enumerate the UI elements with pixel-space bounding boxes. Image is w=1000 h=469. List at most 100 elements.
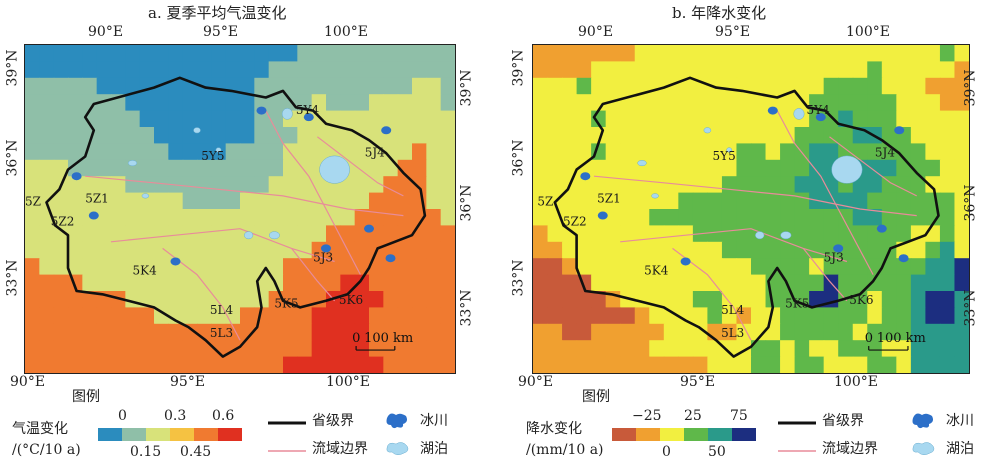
raster-cell — [765, 159, 781, 177]
raster-cell — [721, 307, 738, 325]
raster-cell — [925, 61, 941, 79]
raster-cell — [211, 241, 227, 259]
raster-cell — [412, 61, 427, 79]
raster-cell — [168, 356, 184, 373]
raster-cell — [823, 110, 839, 128]
raster-cell — [311, 356, 327, 373]
raster-cell — [139, 159, 155, 177]
raster-cell — [692, 241, 708, 259]
raster-cell — [383, 192, 399, 210]
raster-cell — [896, 77, 912, 95]
raster-cell — [154, 192, 169, 210]
raster-cell — [68, 340, 83, 358]
raster-cell — [925, 45, 941, 62]
raster-cell — [649, 143, 665, 161]
raster-cell — [297, 192, 313, 210]
raster-cell — [369, 77, 384, 95]
raster-cell — [910, 356, 926, 373]
raster-cell — [649, 307, 665, 325]
raster-cell — [867, 209, 883, 226]
raster-cell — [354, 110, 370, 128]
raster-cell — [96, 127, 112, 144]
raster-cell — [354, 323, 370, 341]
basin-boundary — [776, 110, 874, 275]
legend-a-tick-015: 0.15 — [130, 444, 162, 460]
raster-cell — [440, 77, 455, 95]
raster-cell — [736, 143, 752, 161]
raster-cell — [383, 307, 399, 325]
raster-cell — [721, 356, 738, 373]
raster-cell — [867, 94, 883, 112]
basin-boundary — [802, 248, 848, 302]
raster-cell — [111, 61, 126, 79]
raster-cell — [369, 176, 384, 194]
raster-cell — [311, 77, 327, 95]
raster-cell — [68, 241, 83, 259]
raster-cell — [39, 225, 55, 243]
raster-cell — [297, 209, 313, 226]
raster-cell — [896, 110, 912, 128]
glacier — [88, 211, 99, 220]
raster-cell — [925, 340, 941, 358]
raster-cell — [39, 258, 55, 276]
panel-b-lon-top-95: 95°E — [715, 24, 751, 40]
raster-cell — [809, 225, 825, 243]
raster-cell — [283, 159, 298, 177]
raster-cell — [340, 143, 356, 161]
raster-cell — [649, 176, 665, 194]
raster-cell — [311, 323, 327, 341]
raster-cell — [939, 94, 956, 112]
raster-cell — [663, 143, 679, 161]
raster-cell — [751, 176, 767, 194]
raster-cell — [82, 176, 98, 194]
raster-cell — [240, 176, 255, 194]
raster-cell — [794, 176, 810, 194]
raster-cell — [707, 307, 723, 325]
raster-cell — [692, 340, 708, 358]
raster-cell — [53, 291, 69, 308]
raster-cell — [634, 274, 650, 292]
raster-cell — [412, 356, 427, 373]
raster-cell — [692, 291, 708, 308]
raster-cell — [68, 143, 83, 161]
raster-cell — [794, 61, 810, 79]
legend-b-tick-75: 75 — [730, 408, 748, 424]
lake — [637, 160, 647, 167]
raster-cell — [53, 307, 69, 325]
raster-cell — [547, 225, 563, 243]
raster-cell — [82, 159, 98, 177]
legend-a-tick-06: 0.6 — [212, 408, 235, 424]
raster-cell — [96, 274, 112, 292]
panel-b-map: 5Y4 5Y5 5J4 5Z1 5Z 5Z2 5K4 5J3 5K5 5K6 5L4 5L3 0 100 … — [532, 44, 970, 374]
raster-cell — [576, 241, 592, 259]
raster-cell — [678, 209, 694, 226]
raster-cell — [634, 209, 650, 226]
raster-cell — [925, 77, 941, 95]
raster-cell — [649, 258, 665, 276]
raster-cell — [139, 77, 155, 95]
raster-cell — [96, 258, 112, 276]
raster-cell — [240, 77, 255, 95]
raster-cell — [240, 209, 255, 226]
swA-swatch-1 — [122, 428, 146, 441]
raster-cell — [326, 45, 341, 62]
raster-cell — [340, 323, 356, 341]
raster-cell — [397, 61, 413, 79]
raster-cell — [311, 291, 327, 308]
legend-b-glacier-icon — [912, 413, 933, 429]
raster-cell — [383, 209, 399, 226]
raster-cell — [82, 61, 98, 79]
basin-label: 5Z2 — [51, 214, 75, 228]
raster-cell — [794, 241, 810, 259]
raster-cell — [721, 225, 738, 243]
raster-cell — [576, 45, 592, 62]
raster-cell — [311, 225, 327, 243]
raster-cell — [25, 323, 40, 341]
raster-cell — [881, 340, 897, 358]
raster-cell — [168, 94, 184, 112]
legend-a-lake-icon — [386, 442, 409, 455]
raster-cell — [794, 274, 810, 292]
raster-cell — [211, 274, 227, 292]
raster-cell — [197, 356, 212, 373]
raster-cell — [182, 274, 198, 292]
